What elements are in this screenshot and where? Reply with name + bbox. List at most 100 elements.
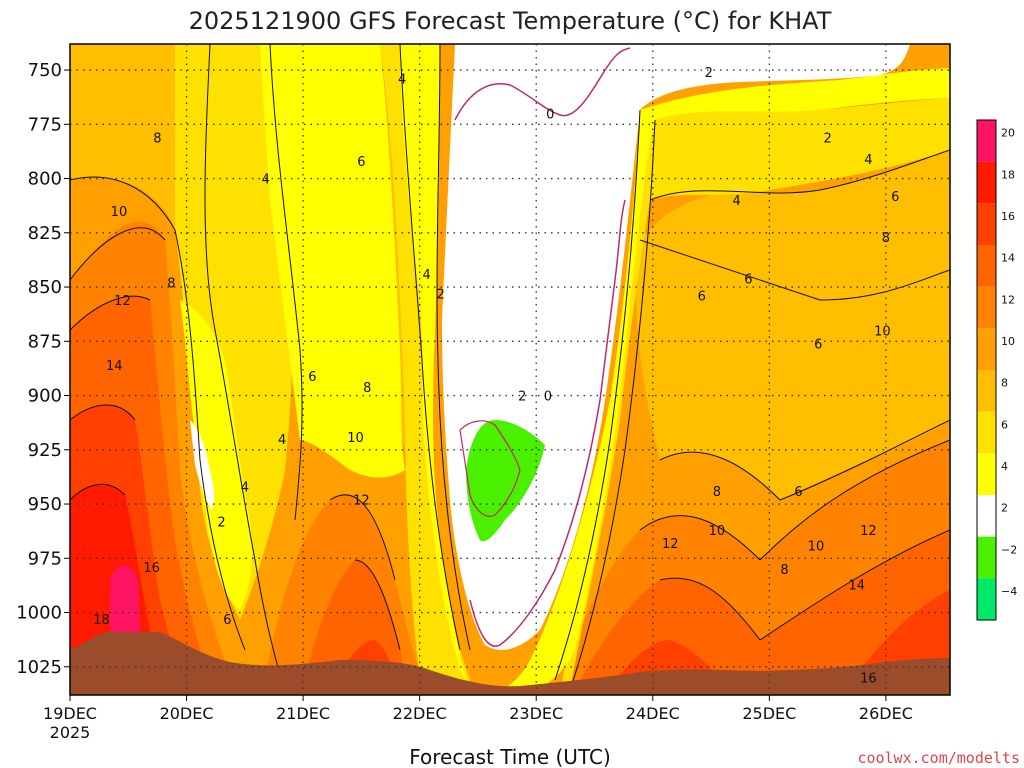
colorbar-label: 16 [1001,210,1015,223]
contour-label: 8 [780,563,788,578]
contour-label: 10 [874,324,891,339]
y-tick-label: 1000 [16,603,62,624]
contour-label: 6 [794,485,802,500]
colorbar-label: 4 [1001,460,1008,473]
contour-label: 6 [698,290,706,305]
contour-label: 8 [713,485,721,500]
y-tick-label: 900 [28,386,62,407]
plot-border [69,43,951,696]
x-tick-label: 23DEC [509,704,563,723]
contour-label: 4 [733,194,741,209]
contour-label: 4 [398,73,406,88]
contour-label: 6 [744,272,752,287]
contour-label: 0 [544,390,552,405]
contour-label: 8 [153,131,161,146]
y-tick-label: 825 [28,223,62,244]
contour-label: 12 [860,524,877,539]
contour-label: 6 [223,613,231,628]
band-4-6-b [380,44,470,688]
colorbar-label: 20 [1001,127,1015,140]
colorbar-swatch [977,286,996,329]
colorbar-label: 12 [1001,293,1015,306]
colorbar-label: −2 [1001,543,1017,556]
contour-label: 2 [518,390,526,405]
x-year-label: 2025 [50,723,91,742]
x-tick-label: 20DEC [160,704,214,723]
contour-label: 6 [814,337,822,352]
colorbar: 20 18 16 14 12 10 8 6 4 2 −2 −4 [976,119,1017,621]
terrain [70,632,950,695]
contour-label: 16 [860,672,877,687]
colorbar-label: 6 [1001,418,1008,431]
contour-label: 18 [93,613,110,628]
colorbar-label: 14 [1001,252,1015,265]
colorbar-swatch [977,203,996,245]
contour-0c-inner [459,420,521,517]
contour-label: 16 [143,561,160,576]
x-tick-label: 19DEC [43,704,97,723]
x-tick-label: 26DEC [859,704,913,723]
contour-0c [454,47,631,647]
contour-label: 2 [705,66,713,81]
y-tick-label: 875 [28,331,62,352]
y-tick-label: 850 [28,277,62,298]
band-0-2 [442,44,910,650]
gridlines [70,44,950,695]
x-tick-label: 24DEC [626,704,680,723]
contour-label: 8 [363,381,371,396]
colorbar-label: 8 [1001,377,1008,390]
contour-label: 4 [864,153,872,168]
colorbar-swatch [977,245,996,287]
band-6-8-left [70,44,205,230]
colorbar-label: 2 [1001,502,1008,515]
y-tick-label: 950 [28,494,62,515]
colorbar-swatch [977,120,996,162]
colorbar-swatch [977,453,996,495]
y-tick-label: 925 [28,440,62,461]
contour-label: 4 [423,268,431,283]
contour-label: 4 [262,173,270,188]
y-tick-label: 775 [28,114,62,135]
colorbar-label: 18 [1001,168,1015,181]
contour-label: 6 [891,190,899,205]
contour-label: 8 [882,231,890,246]
contour-label: 10 [347,431,364,446]
contour-label: 10 [709,524,726,539]
colorbar-swatch [977,536,996,579]
contour-label: 12 [662,537,679,552]
y-tick-label: 800 [28,169,62,190]
y-tick-label: 975 [28,548,62,569]
x-tick-label: 21DEC [276,704,330,723]
band-2-4-b [180,300,252,610]
colorbar-swatch [977,161,996,204]
band-2-4-a [200,44,950,695]
band-18-20 [110,565,140,632]
chart-title: 2025121900 GFS Forecast Temperature (°C)… [189,7,832,35]
contour-label: 0 [546,107,554,122]
y-axis: 750 775 800 825 850 875 900 925 950 975 1000 1025 [16,60,70,678]
contour-label: 14 [106,359,123,374]
contour-label: 2 [823,131,831,146]
x-axis: 19DEC 20DEC 21DEC 22DEC 23DEC 24DEC 25DEC 26DEC [43,695,913,723]
contour-label: 14 [848,578,865,593]
colorbar-label: 10 [1001,335,1015,348]
plot-area [70,44,950,695]
colorbar-swatch [977,411,996,454]
y-tick-label: 1025 [16,657,62,678]
colorbar-swatch [977,495,996,537]
contour-label: 4 [278,433,286,448]
contour-label: 12 [353,494,370,509]
contour-label: 12 [114,294,131,309]
x-tick-label: 25DEC [742,704,796,723]
contour-label: 2 [217,515,225,530]
credit-link[interactable]: coolwx.com/modelts [857,749,1020,767]
colorbar-swatch [977,578,996,620]
colorbar-border [976,119,997,621]
contours-black [70,44,950,691]
contour-label: 10 [808,539,825,554]
colorbar-label: −4 [1001,585,1017,598]
y-tick-label: 750 [28,60,62,81]
colorbar-swatch [977,370,996,412]
